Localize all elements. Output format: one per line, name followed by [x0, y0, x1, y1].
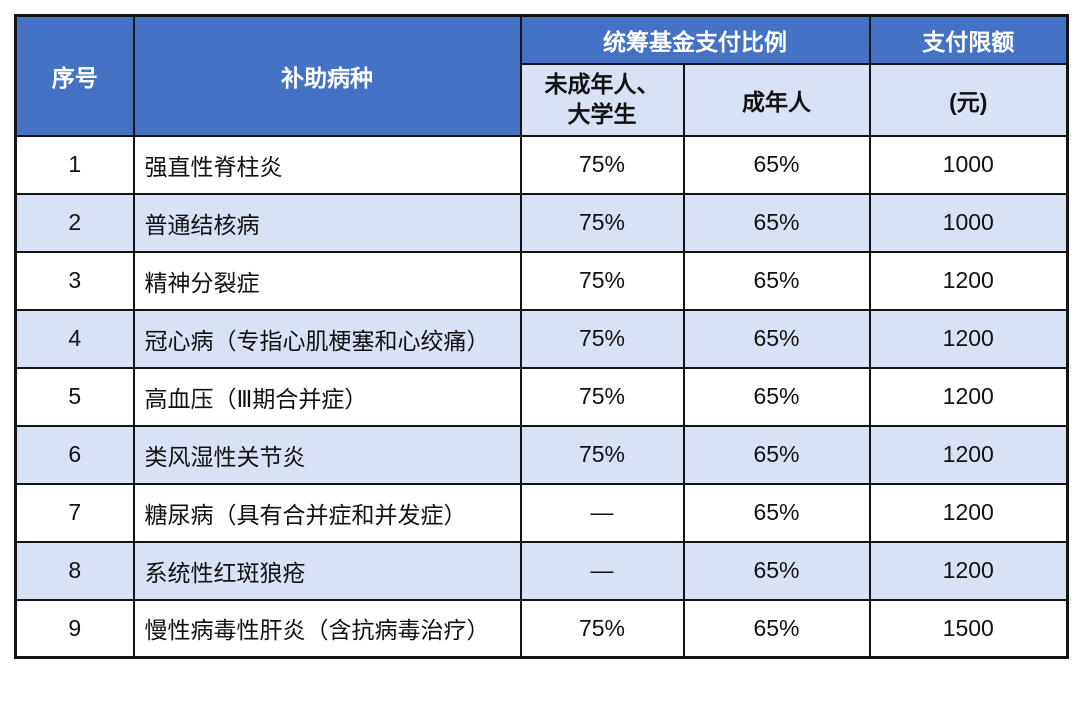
header-fund-payment-ratio: 统筹基金支付比例: [519, 14, 871, 65]
table-row: 1 强直性脊柱炎 75% 65% 1000: [14, 134, 1069, 195]
cell-adult-ratio: 65%: [682, 540, 871, 601]
cell-serial-number: 7: [14, 482, 135, 543]
table-row: 4 冠心病（专指心肌梗塞和心绞痛） 75% 65% 1200: [14, 308, 1069, 369]
cell-payment-limit: 1200: [868, 540, 1069, 601]
cell-serial-number: 4: [14, 308, 135, 369]
cell-minor-ratio: 75%: [519, 366, 685, 427]
table-row: 5 高血压（Ⅲ期合并症） 75% 65% 1200: [14, 366, 1069, 427]
header-row-main: 序号 补助病种 统筹基金支付比例 支付限额: [14, 14, 1069, 137]
cell-adult-ratio: 65%: [682, 250, 871, 311]
header-row-sub: 未成年人、 大学生 成年人 (元): [16, 62, 1069, 137]
cell-disease-name: 冠心病（专指心肌梗塞和心绞痛）: [132, 308, 522, 369]
cell-minor-ratio: 75%: [519, 250, 685, 311]
cell-payment-limit: 1200: [868, 366, 1069, 427]
cell-payment-limit: 1000: [868, 134, 1069, 195]
cell-adult-ratio: 65%: [682, 134, 871, 195]
cell-minor-ratio: 75%: [519, 134, 685, 195]
cell-payment-limit: 1200: [868, 482, 1069, 543]
header-payment-limit: 支付限额: [868, 14, 1069, 65]
cell-serial-number: 2: [14, 192, 135, 253]
cell-disease-name: 高血压（Ⅲ期合并症）: [132, 366, 522, 427]
cell-payment-limit: 1200: [868, 308, 1069, 369]
cell-minor-ratio: 75%: [519, 192, 685, 253]
cell-minor-ratio: 75%: [519, 308, 685, 369]
cell-payment-limit: 1000: [868, 192, 1069, 253]
header-disease-type: 补助病种: [132, 14, 522, 137]
table-row: 9 慢性病毒性肝炎（含抗病毒治疗） 75% 65% 1500: [14, 598, 1069, 659]
cell-disease-name: 慢性病毒性肝炎（含抗病毒治疗）: [132, 598, 522, 659]
subsidy-table: 序号 补助病种 统筹基金支付比例 支付限额 未成年人、 大学生 成年人 (元) …: [14, 14, 1069, 659]
cell-disease-name: 精神分裂症: [132, 250, 522, 311]
table-row: 8 系统性红斑狼疮 — 65% 1200: [14, 540, 1069, 601]
table-row: 6 类风湿性关节炎 75% 65% 1200: [14, 424, 1069, 485]
cell-payment-limit: 1200: [868, 250, 1069, 311]
cell-adult-ratio: 65%: [682, 598, 871, 659]
cell-minor-ratio: 75%: [519, 424, 685, 485]
table-row: 3 精神分裂症 75% 65% 1200: [14, 250, 1069, 311]
cell-disease-name: 强直性脊柱炎: [132, 134, 522, 195]
header-minors-students: 未成年人、 大学生: [519, 62, 685, 137]
cell-minor-ratio: 75%: [519, 598, 685, 659]
cell-disease-name: 类风湿性关节炎: [132, 424, 522, 485]
cell-serial-number: 8: [14, 540, 135, 601]
cell-adult-ratio: 65%: [682, 192, 871, 253]
cell-adult-ratio: 65%: [682, 308, 871, 369]
cell-disease-name: 糖尿病（具有合并症和并发症）: [132, 482, 522, 543]
subsidy-table-container: 序号 补助病种 统筹基金支付比例 支付限额 未成年人、 大学生 成年人 (元) …: [14, 14, 1069, 659]
cell-disease-name: 普通结核病: [132, 192, 522, 253]
cell-minor-ratio: —: [519, 540, 685, 601]
cell-payment-limit: 1500: [868, 598, 1069, 659]
cell-disease-name: 系统性红斑狼疮: [132, 540, 522, 601]
cell-serial-number: 6: [14, 424, 135, 485]
cell-serial-number: 3: [14, 250, 135, 311]
cell-serial-number: 1: [14, 134, 135, 195]
cell-serial-number: 5: [14, 366, 135, 427]
cell-minor-ratio: —: [519, 482, 685, 543]
header-serial-number: 序号: [14, 14, 135, 137]
cell-serial-number: 9: [14, 598, 135, 659]
cell-adult-ratio: 65%: [682, 424, 871, 485]
table-row: 7 糖尿病（具有合并症和并发症） — 65% 1200: [14, 482, 1069, 543]
cell-adult-ratio: 65%: [682, 482, 871, 543]
table-row: 2 普通结核病 75% 65% 1000: [14, 192, 1069, 253]
header-limit-unit: (元): [868, 62, 1069, 137]
cell-adult-ratio: 65%: [682, 366, 871, 427]
header-adults: 成年人: [682, 62, 871, 137]
cell-payment-limit: 1200: [868, 424, 1069, 485]
